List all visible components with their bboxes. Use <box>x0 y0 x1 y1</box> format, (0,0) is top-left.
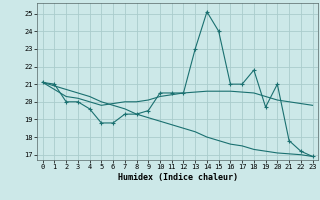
X-axis label: Humidex (Indice chaleur): Humidex (Indice chaleur) <box>118 173 237 182</box>
